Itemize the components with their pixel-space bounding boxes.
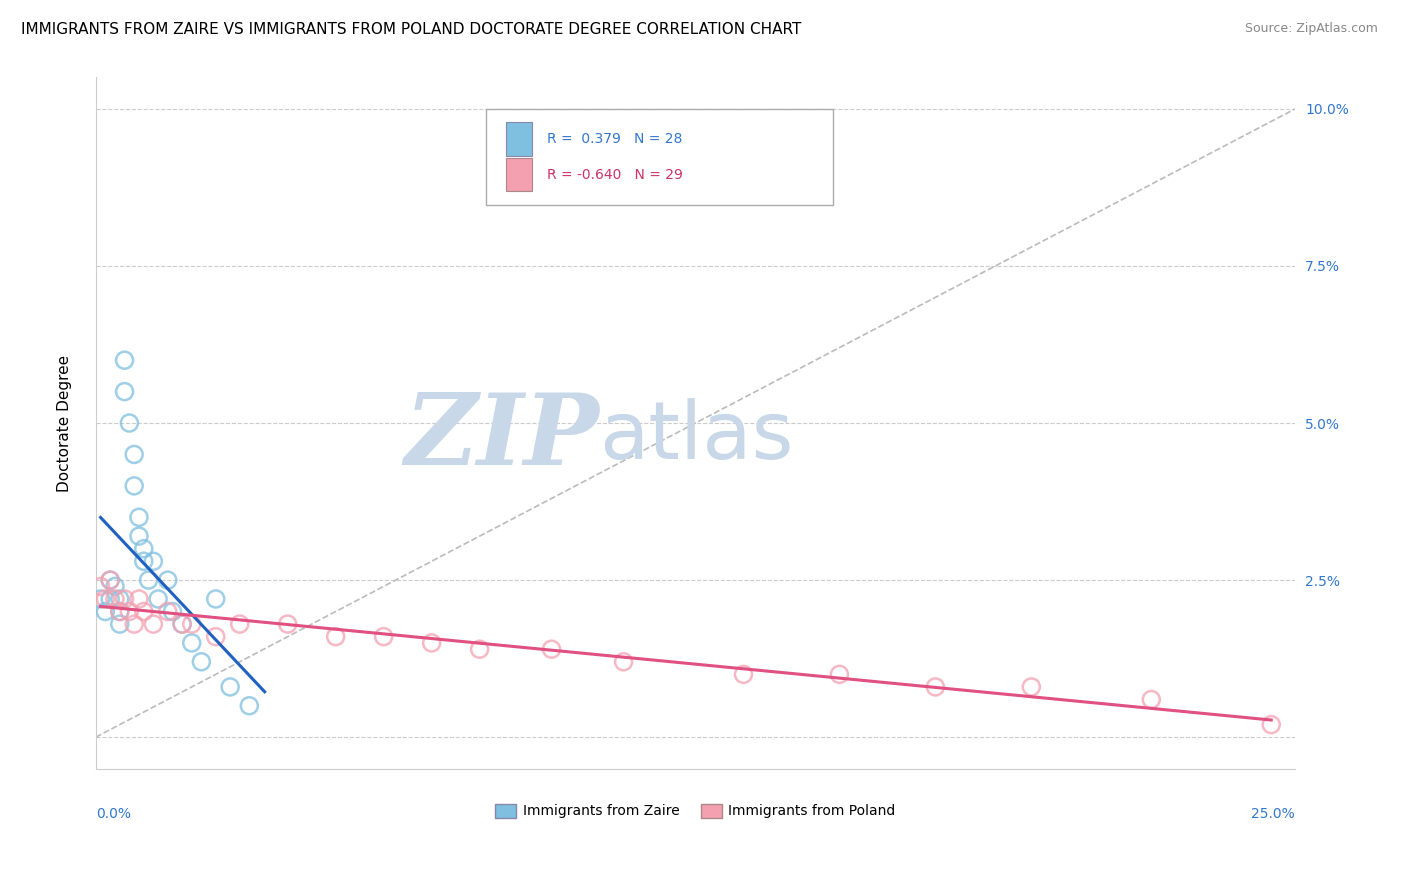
Legend: Immigrants from Zaire, Immigrants from Poland: Immigrants from Zaire, Immigrants from P… [489,798,901,824]
Point [108,617,131,632]
Text: 25.0%: 25.0% [1251,806,1295,821]
Point [114,591,136,606]
Point [122,447,145,461]
Point [612,655,634,669]
Point [156,573,179,587]
Point [172,617,194,632]
Point [219,680,242,694]
Text: Source: ZipAtlas.com: Source: ZipAtlas.com [1244,22,1378,36]
Point [132,605,155,619]
Point [190,655,212,669]
Point [138,573,160,587]
Point [142,554,165,568]
Point [277,617,299,632]
Point [228,617,250,632]
Point [114,353,136,368]
Point [146,591,169,606]
Point [180,617,202,632]
Y-axis label: Doctorate Degree: Doctorate Degree [58,354,72,491]
Point [104,579,127,593]
Text: atlas: atlas [599,398,794,475]
Point [204,630,226,644]
Point [90,591,112,606]
Point [132,541,155,556]
Point [468,642,491,657]
Point [94,591,117,606]
Point [373,630,395,644]
Point [238,698,260,713]
Point [98,591,121,606]
Point [98,573,121,587]
Point [128,591,150,606]
Point [142,617,165,632]
Point [1140,692,1163,706]
Point [104,591,127,606]
Text: ZIP: ZIP [405,389,599,485]
FancyBboxPatch shape [485,109,834,205]
Point [733,667,755,681]
Point [118,416,141,430]
Point [172,617,194,632]
Point [108,605,131,619]
Point [108,591,131,606]
Text: 0.0%: 0.0% [96,806,131,821]
Text: R = -0.640   N = 29: R = -0.640 N = 29 [547,168,683,182]
Point [114,384,136,399]
Point [1021,680,1043,694]
Point [420,636,443,650]
Point [540,642,562,657]
Point [132,554,155,568]
Text: R =  0.379   N = 28: R = 0.379 N = 28 [547,132,682,146]
Point [162,605,184,619]
Text: IMMIGRANTS FROM ZAIRE VS IMMIGRANTS FROM POLAND DOCTORATE DEGREE CORRELATION CHA: IMMIGRANTS FROM ZAIRE VS IMMIGRANTS FROM… [21,22,801,37]
Point [325,630,347,644]
Point [128,529,150,543]
Point [924,680,946,694]
Point [98,573,121,587]
Point [128,510,150,524]
Point [180,636,202,650]
Point [156,605,179,619]
Point [1260,717,1282,731]
Point [108,605,131,619]
Point [122,617,145,632]
Point [122,479,145,493]
Point [118,605,141,619]
Bar [506,122,533,155]
Point [204,591,226,606]
Point [90,579,112,593]
Point [94,605,117,619]
Point [828,667,851,681]
Bar [506,158,533,192]
